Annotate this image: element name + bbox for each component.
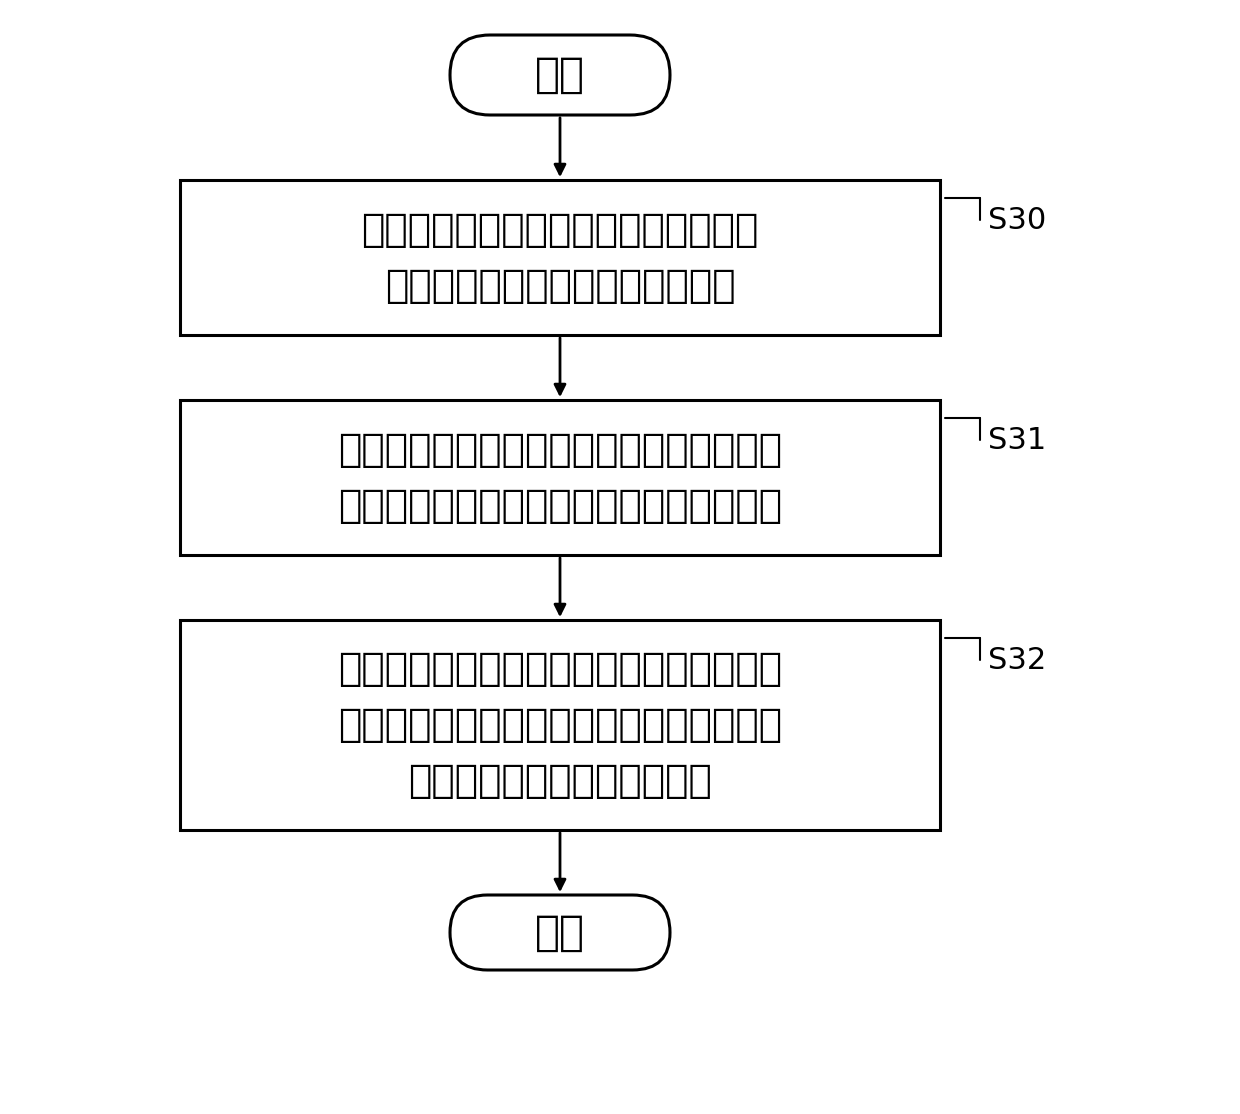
- Text: 开始: 开始: [534, 53, 585, 96]
- Text: 当电压跌落值大于或等于第一阈值时，
按第一转矩变化率增加转矩给定值: 当电压跌落值大于或等于第一阈值时， 按第一转矩变化率增加转矩给定值: [361, 211, 759, 304]
- Text: 当电压跌落值小于第一阈值且大于或等于第
二阈值时，按第一功率变化率增加有功功率: 当电压跌落值小于第一阈值且大于或等于第 二阈值时，按第一功率变化率增加有功功率: [339, 430, 782, 525]
- Bar: [180, 620, 940, 830]
- Text: 当电压跌落值小于第二阈值时，根据机组故
障恢复的状态调整控制策略直至机组相关参
数恢复至正常值的预设范围内: 当电压跌落值小于第二阈值时，根据机组故 障恢复的状态调整控制策略直至机组相关参 …: [339, 649, 782, 800]
- FancyBboxPatch shape: [450, 895, 670, 970]
- Bar: [180, 400, 940, 555]
- Text: S31: S31: [988, 426, 1047, 455]
- FancyBboxPatch shape: [450, 35, 670, 115]
- Text: S32: S32: [988, 646, 1047, 675]
- Text: S30: S30: [988, 206, 1047, 235]
- Bar: [180, 180, 940, 335]
- Text: 结束: 结束: [534, 911, 585, 954]
